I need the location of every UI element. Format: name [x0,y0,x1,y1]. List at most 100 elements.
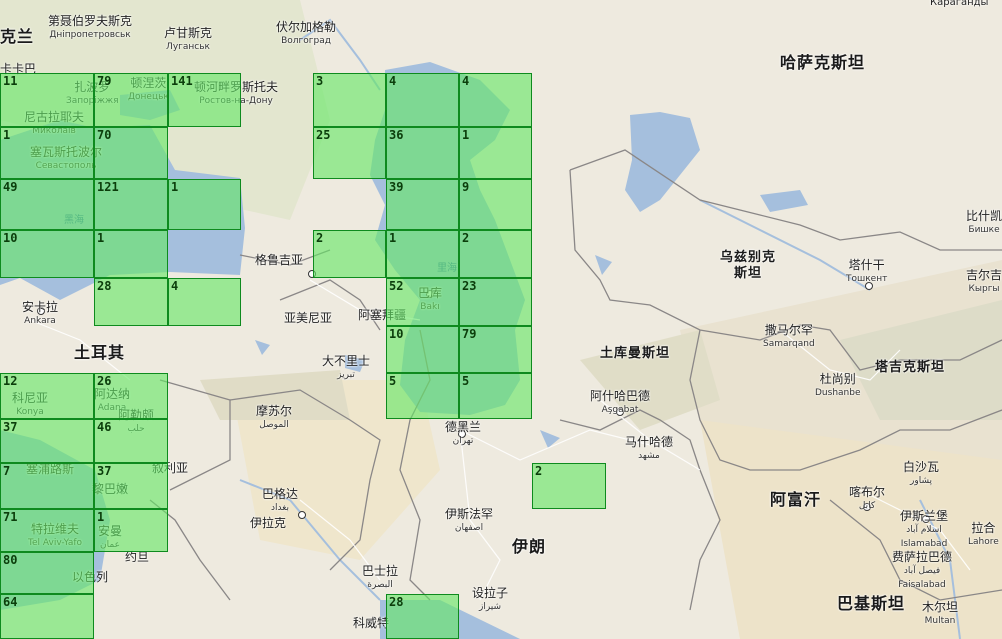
grid-cell-count: 121 [97,180,119,194]
label-georgia: 格鲁吉亚 [255,253,304,267]
grid-cell[interactable]: 4 [459,73,532,127]
grid-cell-count: 79 [97,74,112,88]
grid-cell[interactable]: 7 [0,463,94,509]
label-shiraz: 设拉子 شیراز [472,586,509,612]
grid-cell-count: 12 [3,374,18,388]
city-dot-islamabad [922,515,930,523]
label-tabriz: 大不里士 تبریز [322,354,371,380]
grid-cell[interactable]: 52 [386,278,459,326]
grid-cell[interactable]: 1 [94,230,168,278]
grid-cell[interactable]: 3 [313,73,386,127]
grid-cell[interactable]: 25 [313,127,386,179]
label-armenia: 亚美尼亚 [284,311,333,325]
grid-cell[interactable]: 36 [386,127,459,179]
grid-cell-count: 25 [316,128,331,142]
grid-cell-count: 1 [3,128,11,142]
grid-cell[interactable]: 1 [94,509,168,552]
grid-cell[interactable]: 4 [386,73,459,127]
grid-cell[interactable]: 2 [313,230,386,278]
grid-cell[interactable]: 9 [459,179,532,230]
label-kabul: 喀布尔 کابل [849,485,886,511]
grid-cell[interactable]: 5 [459,373,532,419]
grid-cell-count: 39 [389,180,404,194]
grid-cell-count: 49 [3,180,18,194]
grid-cell[interactable]: 2 [459,230,532,278]
grid-cell-count: 80 [3,553,18,567]
grid-cell[interactable]: 46 [94,419,168,463]
grid-cell-count: 70 [97,128,112,142]
grid-cell[interactable]: 37 [94,463,168,509]
grid-cell-count: 4 [389,74,397,88]
label-ukraine: 克兰 [0,27,35,46]
grid-cell-count: 46 [97,420,112,434]
grid-cell[interactable]: 39 [386,179,459,230]
grid-cell[interactable]: 26 [94,373,168,419]
label-afghanistan: 阿富汗 [770,490,822,509]
grid-cell[interactable]: 2 [532,463,606,509]
grid-cell[interactable]: 4 [168,278,241,326]
grid-cell-count: 2 [535,464,543,478]
grid-cell-count: 5 [462,374,470,388]
grid-cell[interactable]: 1 [386,230,459,278]
grid-cell[interactable]: 70 [94,127,168,179]
grid-cell[interactable]: 64 [0,594,94,639]
label-dnipro: 第聂伯罗夫斯克 Дніпропетровськ [48,14,133,40]
label-volgograd: 伏尔加格勒 Волгоград [276,20,337,46]
grid-cell[interactable]: 10 [0,230,94,278]
label-bishkek: 比什凯 Бишке [966,209,1002,235]
grid-cell[interactable]: 12 [0,373,94,419]
grid-cell[interactable]: 1 [459,127,532,179]
grid-cell-count: 10 [3,231,18,245]
grid-cell-count: 26 [97,374,112,388]
grid-cell[interactable]: 80 [0,552,94,594]
label-kazakhstan: 哈萨克斯坦 [780,53,866,72]
label-pakistan: 巴基斯坦 [837,594,906,613]
grid-cell-count: 141 [171,74,193,88]
grid-cell[interactable]: 28 [94,278,168,326]
grid-cell-count: 5 [389,374,397,388]
grid-cell[interactable]: 79 [94,73,168,127]
label-luhansk: 卢甘斯克 Луганськ [164,26,213,52]
city-dot-kabul [863,503,871,511]
grid-cell-count: 23 [462,279,477,293]
label-turkey: 土耳其 [74,343,126,362]
label-iraq: 伊拉克 [250,516,287,530]
grid-cell[interactable]: 71 [0,509,94,552]
label-jordan: 约旦 [125,550,150,564]
grid-cell-count: 71 [3,510,18,524]
label-uzbekistan: 乌兹别克 斯坦 [720,250,777,281]
grid-cell[interactable]: 1 [0,127,94,179]
grid-cell[interactable]: 11 [0,73,94,127]
grid-cell[interactable]: 121 [94,179,168,230]
label-islamabad: 伊斯兰堡 اسلام آباد Islamabad [900,509,949,549]
grid-cell-count: 4 [171,279,179,293]
grid-cell-count: 7 [3,464,11,478]
grid-cell[interactable]: 28 [386,594,459,639]
label-isfahan: 伊斯法罕 اصفهان [445,507,494,533]
grid-cell[interactable]: 79 [459,326,532,373]
grid-cell[interactable]: 5 [386,373,459,419]
grid-cell[interactable]: 23 [459,278,532,326]
label-lahore: 拉合 Lahore [968,521,999,547]
grid-cell[interactable]: 37 [0,419,94,463]
grid-cell-count: 52 [389,279,404,293]
city-dot-tehran [458,430,466,438]
grid-cell[interactable]: 1 [168,179,241,230]
label-baghdad: 巴格达 بغداد [262,487,299,513]
grid-cell-count: 3 [316,74,324,88]
label-tehran: 德黑兰 تهران [445,420,482,446]
label-kyrgyz: 吉尔吉 Кыргы [966,268,1002,294]
grid-cell-count: 1 [389,231,397,245]
grid-cell[interactable]: 10 [386,326,459,373]
grid-cell[interactable]: 141 [168,73,241,127]
grid-cell-count: 4 [462,74,470,88]
label-peshawar: 白沙瓦 پشاور [903,460,940,486]
grid-cell-count: 28 [389,595,404,609]
grid-cell-count: 1 [462,128,470,142]
grid-cell-count: 37 [3,420,18,434]
label-basra: 巴士拉 البصرة [362,564,399,590]
grid-cell-count: 79 [462,327,477,341]
label-kuwait: 科威特 [353,616,390,630]
grid-cell[interactable]: 49 [0,179,94,230]
grid-cell-count: 9 [462,180,470,194]
